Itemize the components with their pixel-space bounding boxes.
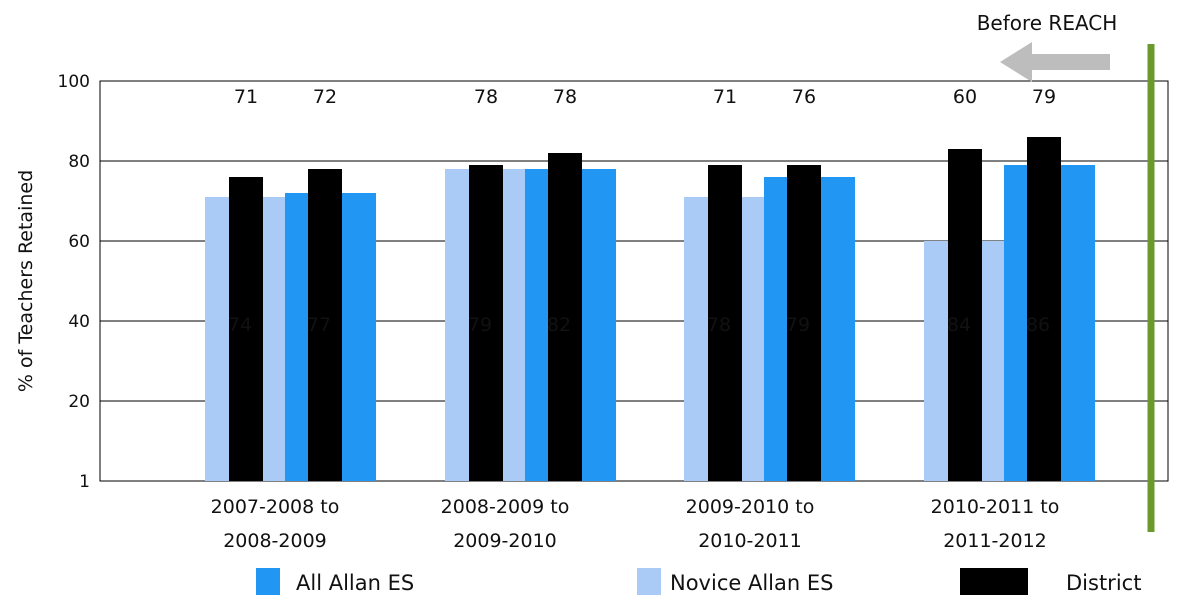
district-bar: [548, 153, 582, 481]
bar-top-label: 71: [713, 86, 737, 108]
bar-inner-label: 84: [947, 314, 971, 336]
legend-swatch: [256, 568, 280, 595]
district-bar: [787, 165, 821, 481]
y-tick-label: 20: [68, 392, 90, 412]
district-bar: [308, 169, 342, 481]
y-tick-label: 40: [68, 312, 90, 332]
bar-inner-label: 74: [228, 314, 252, 336]
district-bar: [708, 165, 742, 481]
x-category-label: 2010-2011 to: [931, 496, 1060, 518]
legend-label: Novice Allan ES: [670, 571, 833, 595]
y-axis-label: % of Teachers Retained: [15, 170, 37, 392]
bar-inner-label: 78: [707, 314, 731, 336]
all-allan-bar: [342, 193, 376, 481]
bar-inner-label: 79: [786, 314, 810, 336]
bar-series: 71 72 74 77 78 78 79 82 71 76 78 79 60 79 84 86: [205, 86, 1095, 481]
bar-inner-label: 86: [1026, 314, 1050, 336]
district-bar: [1027, 137, 1061, 481]
bar-inner-label: 77: [307, 314, 331, 336]
all-allan-bar: [1061, 165, 1095, 481]
y-tick-label: 100: [58, 72, 90, 92]
y-tick-label: 80: [68, 152, 90, 172]
bar-inner-label: 79: [468, 314, 492, 336]
x-category-label: 2009-2010 to: [686, 496, 815, 518]
before-reach-label: Before REACH: [977, 11, 1118, 35]
before-reach-annotation: Before REACH: [977, 11, 1155, 532]
x-category-label: 2007-2008 to: [211, 496, 340, 518]
legend-label: All Allan ES: [296, 571, 414, 595]
x-category-label: 2008-2009: [223, 530, 327, 552]
bar-top-label: 60: [953, 86, 977, 108]
all-allan-bar: [582, 169, 616, 481]
legend: All Allan ES Novice Allan ES District: [256, 568, 1141, 595]
legend-swatch: [637, 568, 661, 595]
legend-swatch: [960, 568, 1028, 595]
district-bar: [469, 165, 503, 481]
district-bar: [948, 149, 982, 481]
legend-label: District: [1066, 571, 1141, 595]
y-tick-label: 60: [68, 232, 90, 252]
district-bar: [229, 177, 263, 481]
bar-top-label: 72: [313, 86, 337, 108]
bar-top-label: 71: [234, 86, 258, 108]
left-arrow-icon: [1000, 42, 1110, 82]
y-axis-ticks: 1 20 40 60 80 100: [58, 72, 90, 492]
bar-top-label: 78: [474, 86, 498, 108]
x-category-label: 2010-2011: [698, 530, 802, 552]
all-allan-bar: [821, 177, 855, 481]
bar-top-label: 79: [1032, 86, 1056, 108]
x-axis-categories: 2007-2008 to 2008-2009 2008-2009 to 2009-20…: [211, 496, 1060, 552]
x-category-label: 2008-2009 to: [441, 496, 570, 518]
y-tick-label: 1: [79, 472, 90, 492]
bar-top-label: 78: [553, 86, 577, 108]
bar-inner-label: 82: [547, 314, 571, 336]
x-category-label: 2009-2010: [453, 530, 557, 552]
x-category-label: 2011-2012: [943, 530, 1047, 552]
bar-top-label: 76: [792, 86, 816, 108]
